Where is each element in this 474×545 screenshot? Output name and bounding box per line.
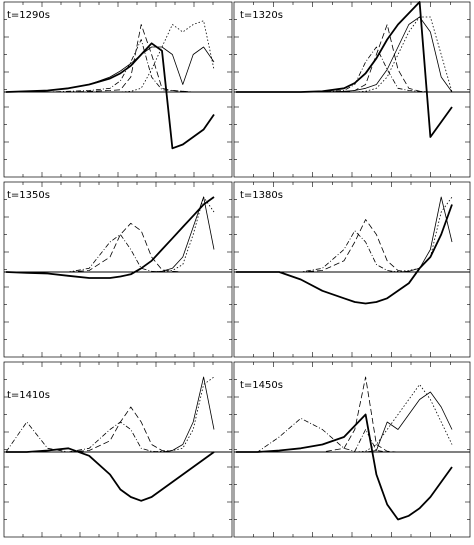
panel-title: t=1350s	[7, 190, 50, 201]
plot-area	[4, 362, 232, 537]
panel-title: t=1290s	[7, 10, 50, 21]
panel-title: t=1380s	[240, 190, 283, 201]
panel-frame	[233, 1, 471, 178]
series-dotted	[236, 16, 453, 93]
panel-bottom-right: t=1450s	[233, 361, 471, 538]
panel-top-left: t=1290s	[3, 1, 233, 178]
panel-title: t=1450s	[240, 380, 283, 391]
panel-title: t=1320s	[240, 10, 283, 21]
panel-title: t=1410s	[7, 390, 50, 401]
series-solid-thick	[6, 447, 215, 502]
series-dashed	[236, 24, 452, 93]
series-solid-thick	[236, 413, 453, 521]
series-solid-thin	[236, 16, 453, 93]
panel-frame	[233, 181, 471, 358]
panel-frame	[3, 181, 233, 358]
series-solid-thick	[5, 42, 215, 150]
series-dash-dot	[236, 417, 452, 453]
panel-frame	[3, 1, 233, 178]
panel-middle-right: t=1380s	[233, 181, 471, 358]
series-dotted	[6, 196, 215, 273]
series-dotted	[6, 376, 215, 453]
series-solid-thin	[236, 391, 453, 453]
plot-area	[4, 182, 232, 357]
plot-area	[4, 2, 232, 177]
panel-frame	[3, 361, 233, 538]
series-dash-dot	[236, 46, 452, 93]
panel-top-right: t=1320s	[233, 1, 471, 178]
plot-area	[234, 1, 470, 177]
series-dotted	[236, 196, 453, 273]
series-dashed	[6, 24, 214, 93]
series-solid-thin	[6, 196, 215, 273]
plot-area	[234, 182, 470, 357]
series-dotted	[236, 384, 453, 453]
series-dashed	[6, 406, 214, 453]
series-solid-thick	[5, 196, 215, 279]
plot-area	[234, 362, 470, 537]
series-dotted	[6, 20, 215, 93]
panel-middle-left: t=1350s	[3, 181, 233, 358]
series-solid-thick	[236, 1, 453, 138]
series-solid-thin	[6, 376, 215, 453]
panel-bottom-left: t=1410s	[3, 361, 233, 538]
series-dash-dot	[5, 421, 214, 453]
series-dash-dot	[6, 234, 214, 273]
series-dash-dot	[236, 230, 452, 273]
series-solid-thick	[236, 204, 453, 305]
series-dashed	[236, 219, 452, 273]
series-dashed	[6, 222, 214, 273]
series-solid-thin	[5, 46, 215, 93]
